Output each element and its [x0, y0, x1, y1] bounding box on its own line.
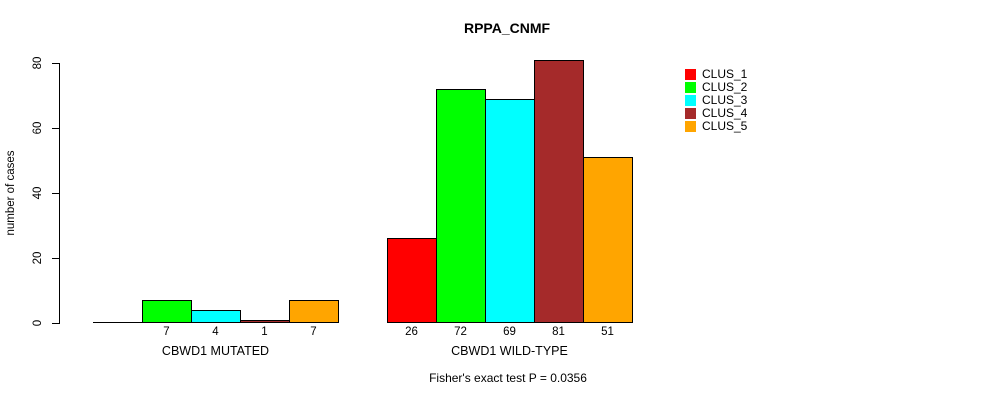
- bar-value-label: 7: [310, 326, 317, 338]
- legend-label: CLUS_3: [702, 93, 748, 107]
- y-tick-label: 20: [32, 251, 44, 265]
- bar-value-label: 69: [503, 326, 516, 338]
- bar: [387, 238, 437, 323]
- legend: CLUS_1 CLUS_2 CLUS_3 CLUS_4 CLUS_5: [685, 68, 747, 133]
- legend-label: CLUS_1: [702, 67, 748, 81]
- annotation-text: Fisher's exact test P = 0.0356: [429, 371, 587, 385]
- bar: [142, 300, 192, 323]
- y-tick: [52, 128, 59, 129]
- bar: [436, 89, 486, 323]
- bar-value-label: 81: [552, 326, 565, 338]
- legend-swatch: [685, 82, 696, 93]
- zero-bar: [93, 322, 143, 323]
- legend-swatch: [685, 121, 696, 132]
- legend-label: CLUS_2: [702, 80, 748, 94]
- y-tick-label: 0: [32, 319, 44, 327]
- legend-swatch: [685, 95, 696, 106]
- bar-value-label: 7: [163, 326, 170, 338]
- legend-item: CLUS_2: [685, 81, 747, 94]
- group-label: CBWD1 WILD-TYPE: [451, 344, 568, 358]
- legend-label: CLUS_5: [702, 119, 748, 133]
- legend-label: CLUS_4: [702, 106, 748, 120]
- bar-value-label: 26: [405, 326, 418, 338]
- y-tick: [52, 323, 59, 324]
- y-tick: [52, 193, 59, 194]
- legend-item: CLUS_3: [685, 94, 747, 107]
- group-label: CBWD1 MUTATED: [161, 344, 270, 358]
- bar: [240, 320, 290, 323]
- y-tick-label: 40: [32, 186, 44, 200]
- bar: [583, 157, 633, 323]
- bar: [289, 300, 339, 323]
- y-axis: [59, 63, 60, 324]
- bar-value-label: 4: [212, 326, 219, 338]
- legend-swatch: [685, 108, 696, 119]
- legend-item: CLUS_4: [685, 107, 747, 120]
- legend-item: CLUS_5: [685, 120, 747, 133]
- bar-value-label: 51: [601, 326, 614, 338]
- legend-swatch: [685, 69, 696, 80]
- bar-value-label: 72: [454, 326, 467, 338]
- bar: [191, 310, 241, 323]
- chart-title: RPPA_CNMF: [463, 20, 551, 36]
- bar-value-label: 1: [261, 326, 268, 338]
- y-tick: [52, 63, 59, 64]
- bar: [534, 60, 584, 323]
- y-axis-label: number of cases: [5, 150, 17, 236]
- bar: [485, 99, 535, 323]
- legend-item: CLUS_1: [685, 68, 747, 81]
- y-tick: [52, 258, 59, 259]
- y-tick-label: 60: [32, 121, 44, 135]
- y-tick-label: 80: [32, 56, 44, 70]
